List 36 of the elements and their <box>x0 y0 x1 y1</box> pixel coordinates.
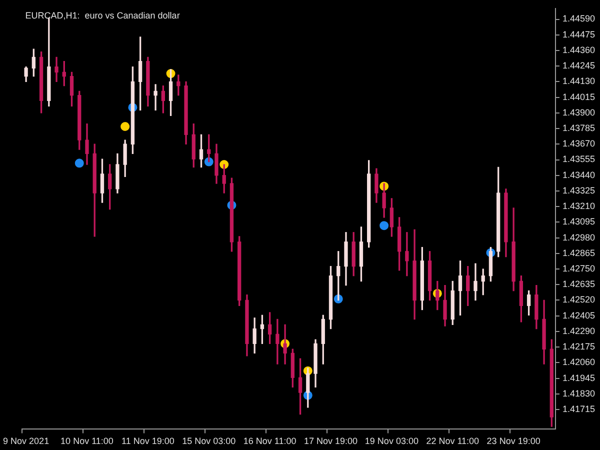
x-tick-label: 17 Nov 19:00 <box>304 436 358 446</box>
y-tick-label: 1.43670 <box>562 138 596 149</box>
x-tick-label: 10 Nov 11:00 <box>60 436 114 446</box>
chart-title: EURCAD,H1: euro vs Canadian dollar <box>25 10 180 20</box>
y-tick-label: 1.42865 <box>562 248 596 258</box>
x-tick-label: 23 Nov 19:00 <box>486 436 540 446</box>
y-tick-label: 1.42980 <box>562 232 596 242</box>
y-tick-label: 1.44360 <box>562 44 596 55</box>
y-tick-label: 1.42290 <box>562 326 596 336</box>
y-tick-label: 1.44475 <box>562 29 596 40</box>
x-tick-label: 19 Nov 03:00 <box>364 436 418 446</box>
x-tick-label: 16 Nov 11:00 <box>243 436 296 446</box>
y-tick-label: 1.43785 <box>562 123 596 134</box>
y-tick-label: 1.42750 <box>562 264 596 274</box>
x-tick-label: 11 Nov 19:00 <box>121 436 174 446</box>
y-tick-label: 1.44015 <box>562 92 596 102</box>
y-tick-label: 1.41945 <box>562 372 596 383</box>
y-tick-label: 1.44130 <box>562 76 596 86</box>
y-tick-label: 1.41830 <box>562 388 596 398</box>
x-tick-label: 15 Nov 03:00 <box>182 436 236 446</box>
y-tick-label: 1.43210 <box>562 201 596 212</box>
y-tick-label: 1.41715 <box>562 404 596 414</box>
y-tick-label: 1.42405 <box>562 310 596 320</box>
y-tick-label: 1.44245 <box>562 60 596 71</box>
y-tick-label: 1.42520 <box>562 294 596 305</box>
y-tick-label: 1.43900 <box>562 107 596 118</box>
y-tick-label: 1.43095 <box>562 216 596 227</box>
y-tick-label: 1.43325 <box>562 185 596 196</box>
y-tick-label: 1.42635 <box>562 279 596 290</box>
y-tick-label: 1.44590 <box>562 14 596 24</box>
y-tick-label: 1.42175 <box>562 342 596 352</box>
y-tick-label: 1.42060 <box>562 357 596 368</box>
y-tick-label: 1.43440 <box>562 170 596 180</box>
x-tick-label: 9 Nov 2021 <box>3 436 50 446</box>
y-tick-label: 1.43555 <box>562 154 596 164</box>
x-tick-label: 22 Nov 11:00 <box>426 436 480 446</box>
